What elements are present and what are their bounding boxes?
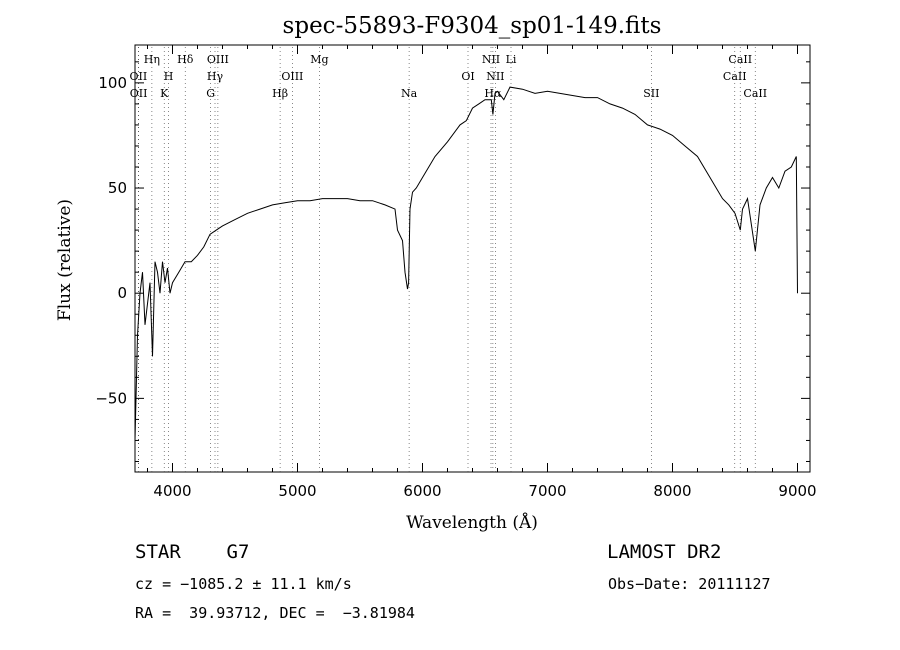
x-tick-label: 8000 [653, 482, 691, 500]
obs-date: Obs−Date: 20111127 [608, 575, 771, 593]
line-marker-label: Hβ [272, 87, 288, 100]
line-marker-label: NII [482, 53, 500, 66]
line-marker-label: Mg [310, 53, 328, 66]
y-tick-label: 50 [108, 179, 127, 197]
coordinates: RA = 39.93712, DEC = −3.81984 [135, 604, 415, 622]
line-marker-label: CaII [723, 70, 747, 83]
line-marker-label: NII [486, 70, 504, 83]
x-tick-label: 6000 [403, 482, 441, 500]
line-marker-guides [138, 47, 756, 472]
line-marker-label: OII [130, 70, 148, 83]
line-marker-label: OI [461, 70, 474, 83]
line-marker-label: SII [643, 87, 659, 100]
line-marker-label: Hγ [207, 70, 224, 83]
y-tick-label: −50 [95, 389, 127, 407]
line-marker-label: OIII [207, 53, 229, 66]
y-tick-label: 100 [98, 74, 127, 92]
line-marker-label: Hη [144, 53, 160, 66]
x-tick-label: 9000 [778, 482, 816, 500]
line-marker-label: OII [130, 87, 148, 100]
line-marker-label: Li [506, 53, 517, 66]
x-tick-label: 5000 [278, 482, 316, 500]
line-marker-label: H [164, 70, 174, 83]
velocity-readout: cz = −1085.2 ± 11.1 km/s [135, 575, 352, 593]
chart-title: spec-55893-F9304_sp01-149.fits [283, 13, 662, 39]
object-class: STAR G7 [135, 541, 250, 563]
line-marker-label: OIII [281, 70, 303, 83]
spectrum-line [134, 86, 798, 441]
line-marker-label: Hα [484, 87, 502, 100]
line-marker-label: Hδ [177, 53, 194, 66]
y-axis-ticks: −50 0 50 100 [95, 61, 810, 462]
x-tick-label: 4000 [153, 482, 191, 500]
line-marker-label: CaII [728, 53, 752, 66]
y-axis-label: Flux (relative) [55, 199, 75, 321]
x-axis-label: Wavelength (Å) [406, 512, 538, 533]
line-marker-label: G [206, 87, 215, 100]
line-marker-label: K [160, 87, 169, 100]
survey-name: LAMOST DR2 [607, 541, 722, 563]
line-marker-label: CaII [743, 87, 767, 100]
line-marker-label: Na [401, 87, 418, 100]
x-axis-ticks: 4000 5000 6000 7000 8000 9000 [147, 45, 817, 500]
x-tick-label: 7000 [528, 482, 566, 500]
y-tick-label: 0 [117, 284, 127, 302]
